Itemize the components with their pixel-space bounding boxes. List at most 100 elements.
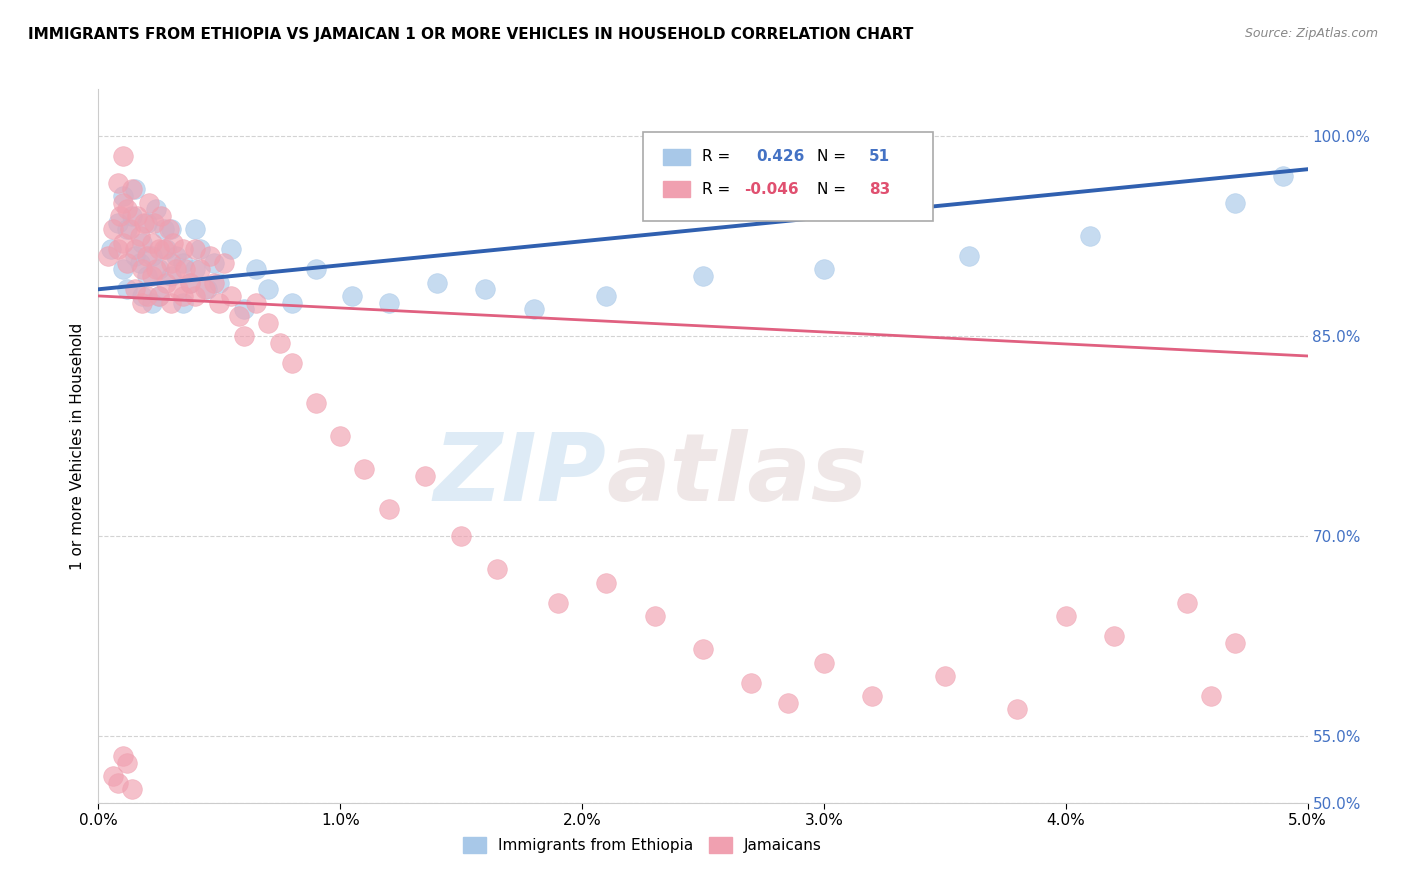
Point — [128, 228, 150, 243]
Point — [269, 335, 291, 350]
Point — [212, 255, 235, 269]
Point — [135, 289, 157, 303]
Point — [117, 255, 139, 269]
Point — [450, 529, 472, 543]
Point — [595, 289, 617, 303]
Point — [860, 689, 883, 703]
Point — [184, 262, 207, 277]
Point — [135, 249, 157, 263]
Point — [131, 295, 153, 310]
Point — [281, 295, 304, 310]
Point — [141, 295, 163, 310]
Point — [281, 356, 304, 370]
Point — [692, 268, 714, 283]
Text: -0.046: -0.046 — [744, 182, 799, 196]
Point — [813, 656, 835, 670]
Point — [107, 216, 129, 230]
Point — [1054, 609, 1077, 624]
Bar — [664, 149, 690, 165]
Point — [167, 282, 190, 296]
Point — [232, 302, 254, 317]
Point — [377, 502, 399, 516]
Point — [111, 235, 134, 250]
Point — [179, 276, 201, 290]
Point — [184, 222, 207, 236]
Point — [353, 462, 375, 476]
Point — [426, 276, 449, 290]
Point — [124, 182, 146, 196]
Point — [179, 276, 201, 290]
Point — [204, 276, 226, 290]
Point — [172, 255, 194, 269]
Point — [256, 316, 278, 330]
Point — [148, 262, 170, 277]
Point — [245, 295, 267, 310]
Point — [138, 195, 160, 210]
Point — [157, 222, 180, 236]
Point — [117, 222, 139, 236]
Point — [1272, 169, 1295, 183]
Point — [111, 189, 134, 203]
Point — [305, 395, 328, 409]
Point — [160, 222, 183, 236]
Point — [148, 289, 170, 303]
Point — [131, 262, 153, 277]
Point — [107, 242, 129, 256]
Point — [141, 235, 163, 250]
Point — [141, 268, 163, 283]
Point — [134, 216, 156, 230]
Point — [165, 262, 187, 277]
Point — [184, 289, 207, 303]
Point — [256, 282, 278, 296]
Point — [117, 202, 139, 217]
Point — [111, 149, 134, 163]
Point — [208, 295, 231, 310]
Point — [100, 242, 122, 256]
Legend: Immigrants from Ethiopia, Jamaicans: Immigrants from Ethiopia, Jamaicans — [457, 831, 828, 859]
Point — [198, 249, 221, 263]
Point — [111, 262, 134, 277]
Point — [1078, 228, 1101, 243]
Point — [1199, 689, 1222, 703]
Point — [174, 262, 197, 277]
Point — [228, 309, 250, 323]
Point — [141, 249, 163, 263]
Text: 51: 51 — [869, 150, 890, 164]
Point — [194, 282, 217, 296]
Point — [813, 262, 835, 277]
Point — [188, 262, 211, 277]
Point — [413, 469, 436, 483]
Point — [957, 249, 980, 263]
Point — [124, 242, 146, 256]
Point — [145, 262, 167, 277]
Point — [595, 575, 617, 590]
Point — [148, 289, 170, 303]
Point — [97, 249, 120, 263]
Point — [117, 756, 139, 770]
Text: 83: 83 — [869, 182, 890, 196]
Point — [121, 782, 143, 797]
Point — [101, 769, 124, 783]
Text: 0.426: 0.426 — [756, 150, 804, 164]
Point — [188, 242, 211, 256]
Point — [1223, 195, 1246, 210]
Text: ZIP: ZIP — [433, 428, 606, 521]
Bar — [664, 181, 690, 197]
Point — [124, 249, 146, 263]
Point — [644, 609, 666, 624]
Point — [172, 289, 194, 303]
Point — [118, 222, 141, 236]
Point — [377, 295, 399, 310]
Point — [221, 289, 243, 303]
Point — [155, 242, 177, 256]
Point — [121, 209, 143, 223]
Point — [342, 289, 364, 303]
Point — [195, 282, 218, 296]
Point — [131, 235, 153, 250]
Point — [160, 255, 183, 269]
Point — [152, 222, 174, 236]
Point — [776, 696, 799, 710]
Text: IMMIGRANTS FROM ETHIOPIA VS JAMAICAN 1 OR MORE VEHICLES IN HOUSEHOLD CORRELATION: IMMIGRANTS FROM ETHIOPIA VS JAMAICAN 1 O… — [28, 27, 914, 42]
Point — [107, 776, 129, 790]
Point — [150, 209, 173, 223]
